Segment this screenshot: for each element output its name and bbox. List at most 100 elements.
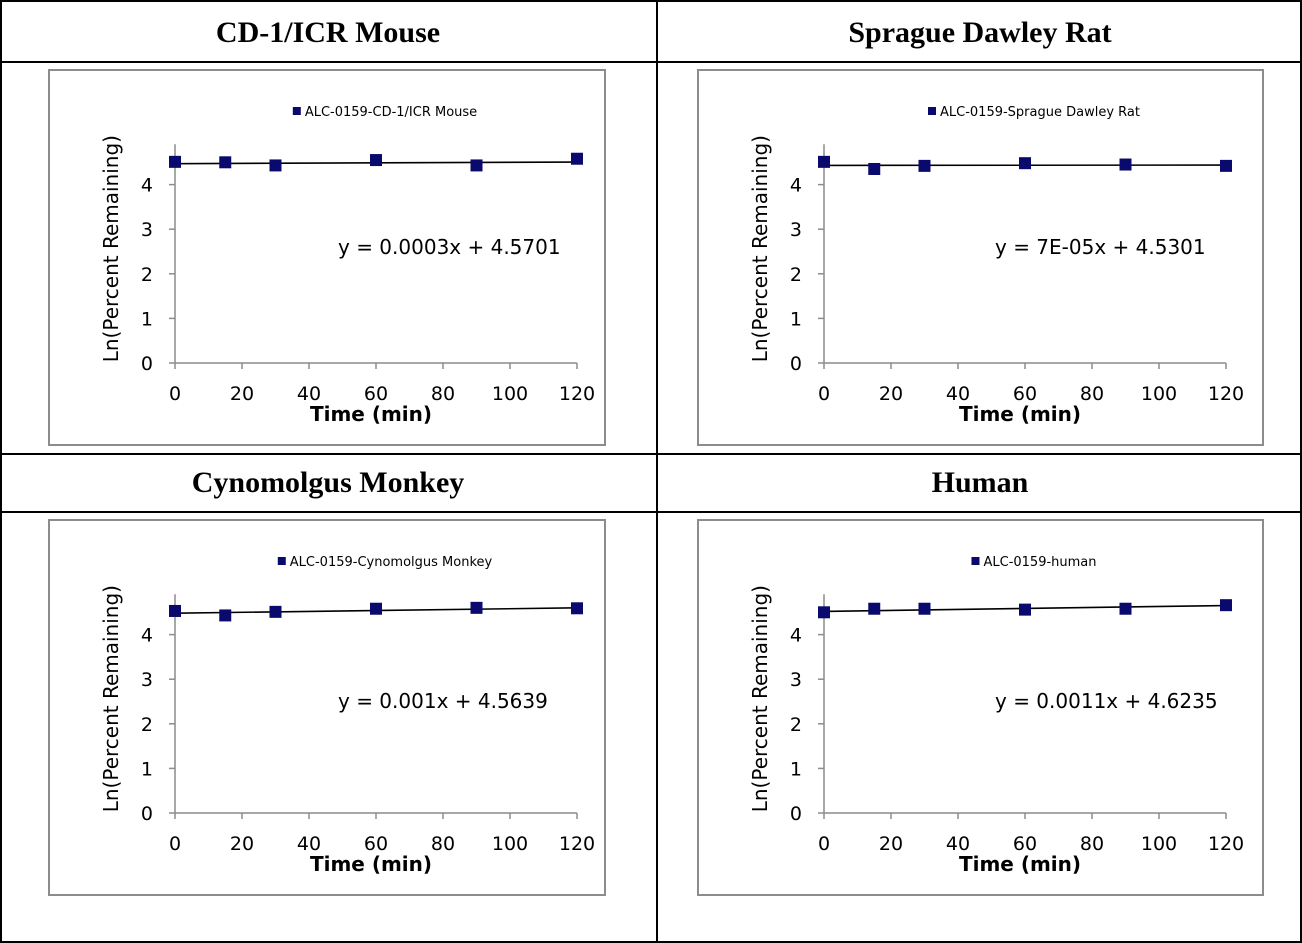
x-tick-label: 120	[559, 383, 595, 405]
y-tick-label: 0	[790, 803, 802, 825]
x-tick-label: 80	[1080, 833, 1104, 855]
legend: ALC-0159-Sprague Dawley Rat	[928, 105, 1140, 120]
x-tick-label: 40	[946, 833, 970, 855]
y-axis-label: Ln(Percent Remaining)	[748, 585, 772, 812]
x-tick-label: 20	[230, 383, 254, 405]
data-point	[1019, 157, 1031, 170]
trendline-equation: y = 7E-05x + 4.5301	[995, 235, 1206, 259]
legend: ALC-0159-CD-1/ICR Mouse	[292, 105, 477, 120]
y-tick-label: 4	[790, 625, 802, 647]
data-point	[169, 604, 181, 617]
data-point	[818, 606, 830, 619]
trendline-equation: y = 0.0011x + 4.6235	[995, 689, 1218, 713]
legend-marker	[971, 557, 980, 565]
x-tick-label: 100	[492, 383, 528, 405]
data-point	[470, 601, 483, 614]
data-point	[169, 155, 181, 168]
x-tick-label: 40	[297, 833, 321, 855]
legend-label: ALC-0159-CD-1/ICR Mouse	[305, 105, 477, 120]
x-tick-label: 80	[431, 833, 455, 855]
y-tick-label: 4	[790, 175, 802, 197]
y-tick-label: 1	[790, 308, 802, 330]
x-tick-label: 40	[946, 383, 970, 405]
x-tick-label: 0	[169, 833, 181, 855]
y-tick-label: 4	[141, 625, 153, 647]
data-point	[219, 609, 232, 622]
data-point	[1220, 159, 1232, 172]
data-point	[219, 156, 232, 169]
trendline-equation: y = 0.001x + 4.5639	[338, 689, 548, 713]
data-point	[918, 159, 931, 172]
legend: ALC-0159-human	[971, 555, 1097, 570]
x-axis-label: Time (min)	[310, 852, 432, 876]
x-tick-label: 20	[879, 833, 903, 855]
x-tick-label: 60	[1013, 833, 1037, 855]
x-tick-label: 60	[364, 383, 388, 405]
y-tick-label: 4	[141, 175, 153, 197]
data-point	[868, 602, 881, 615]
x-tick-label: 120	[1208, 833, 1244, 855]
data-point	[269, 605, 282, 618]
y-tick-label: 2	[141, 264, 153, 286]
data-point	[1019, 603, 1031, 616]
y-tick-label: 0	[141, 803, 153, 825]
x-tick-label: 0	[169, 383, 181, 405]
legend: ALC-0159-Cynomolgus Monkey	[277, 555, 493, 570]
x-tick-label: 0	[818, 833, 830, 855]
y-tick-label: 1	[141, 758, 153, 780]
panel-title-monkey: Cynomolgus Monkey	[191, 466, 465, 499]
chart-rat: 0 1 2 3 4 0 20 40 60 80 100 120 Time (min) Ln(Percent…	[697, 69, 1264, 446]
legend-marker	[928, 107, 937, 115]
data-point	[818, 155, 830, 168]
data-point	[470, 159, 483, 172]
x-tick-label: 80	[1080, 383, 1104, 405]
y-axis-label: Ln(Percent Remaining)	[748, 135, 772, 362]
panel-title-rat: Sprague Dawley Rat	[848, 16, 1112, 49]
y-tick-label: 1	[141, 308, 153, 330]
y-tick-label: 0	[141, 353, 153, 375]
y-tick-label: 2	[790, 264, 802, 286]
chart-monkey: 0 1 2 3 4 0 20 40 60 80 100 120 Time (min) Ln(Percent…	[48, 519, 606, 896]
x-tick-label: 20	[230, 833, 254, 855]
chart-human: 0 1 2 3 4 0 20 40 60 80 100 120 Time (min) Ln(Percent…	[697, 519, 1264, 896]
x-tick-label: 20	[879, 383, 903, 405]
y-tick-label: 3	[141, 669, 153, 691]
data-point	[370, 602, 382, 615]
legend-marker	[292, 107, 301, 115]
x-axis-label: Time (min)	[310, 402, 432, 426]
x-tick-label: 120	[1208, 383, 1244, 405]
legend-marker	[277, 557, 286, 565]
y-tick-label: 3	[790, 219, 802, 241]
data-point	[571, 152, 583, 165]
legend-label: ALC-0159-human	[983, 555, 1096, 570]
legend-label: ALC-0159-Cynomolgus Monkey	[290, 555, 493, 570]
x-tick-label: 100	[1141, 833, 1177, 855]
panel-title-mouse: CD-1/ICR Mouse	[215, 16, 441, 49]
x-tick-label: 80	[431, 383, 455, 405]
data-point	[571, 602, 583, 615]
x-tick-label: 120	[559, 833, 595, 855]
x-tick-label: 40	[297, 383, 321, 405]
x-axis-label: Time (min)	[959, 852, 1081, 876]
y-tick-label: 3	[141, 219, 153, 241]
panel-title-human: Human	[931, 466, 1029, 499]
y-tick-label: 3	[790, 669, 802, 691]
legend-label: ALC-0159-Sprague Dawley Rat	[940, 105, 1140, 120]
x-tick-label: 60	[1013, 383, 1037, 405]
chart-mouse: 0 1 2 3 4 0 20 40 60 80 100 120 Time (min) Ln(Percent…	[48, 69, 606, 446]
x-tick-label: 60	[364, 833, 388, 855]
x-tick-label: 100	[1141, 383, 1177, 405]
y-tick-label: 0	[790, 353, 802, 375]
y-tick-label: 2	[141, 714, 153, 736]
data-point	[868, 162, 881, 175]
y-tick-label: 2	[790, 714, 802, 736]
x-tick-label: 100	[492, 833, 528, 855]
x-tick-label: 0	[818, 383, 830, 405]
data-point	[1119, 602, 1132, 615]
y-axis-label: Ln(Percent Remaining)	[99, 135, 123, 362]
y-tick-label: 1	[790, 758, 802, 780]
data-point	[918, 602, 931, 615]
trendline-equation: y = 0.0003x + 4.5701	[338, 235, 561, 259]
